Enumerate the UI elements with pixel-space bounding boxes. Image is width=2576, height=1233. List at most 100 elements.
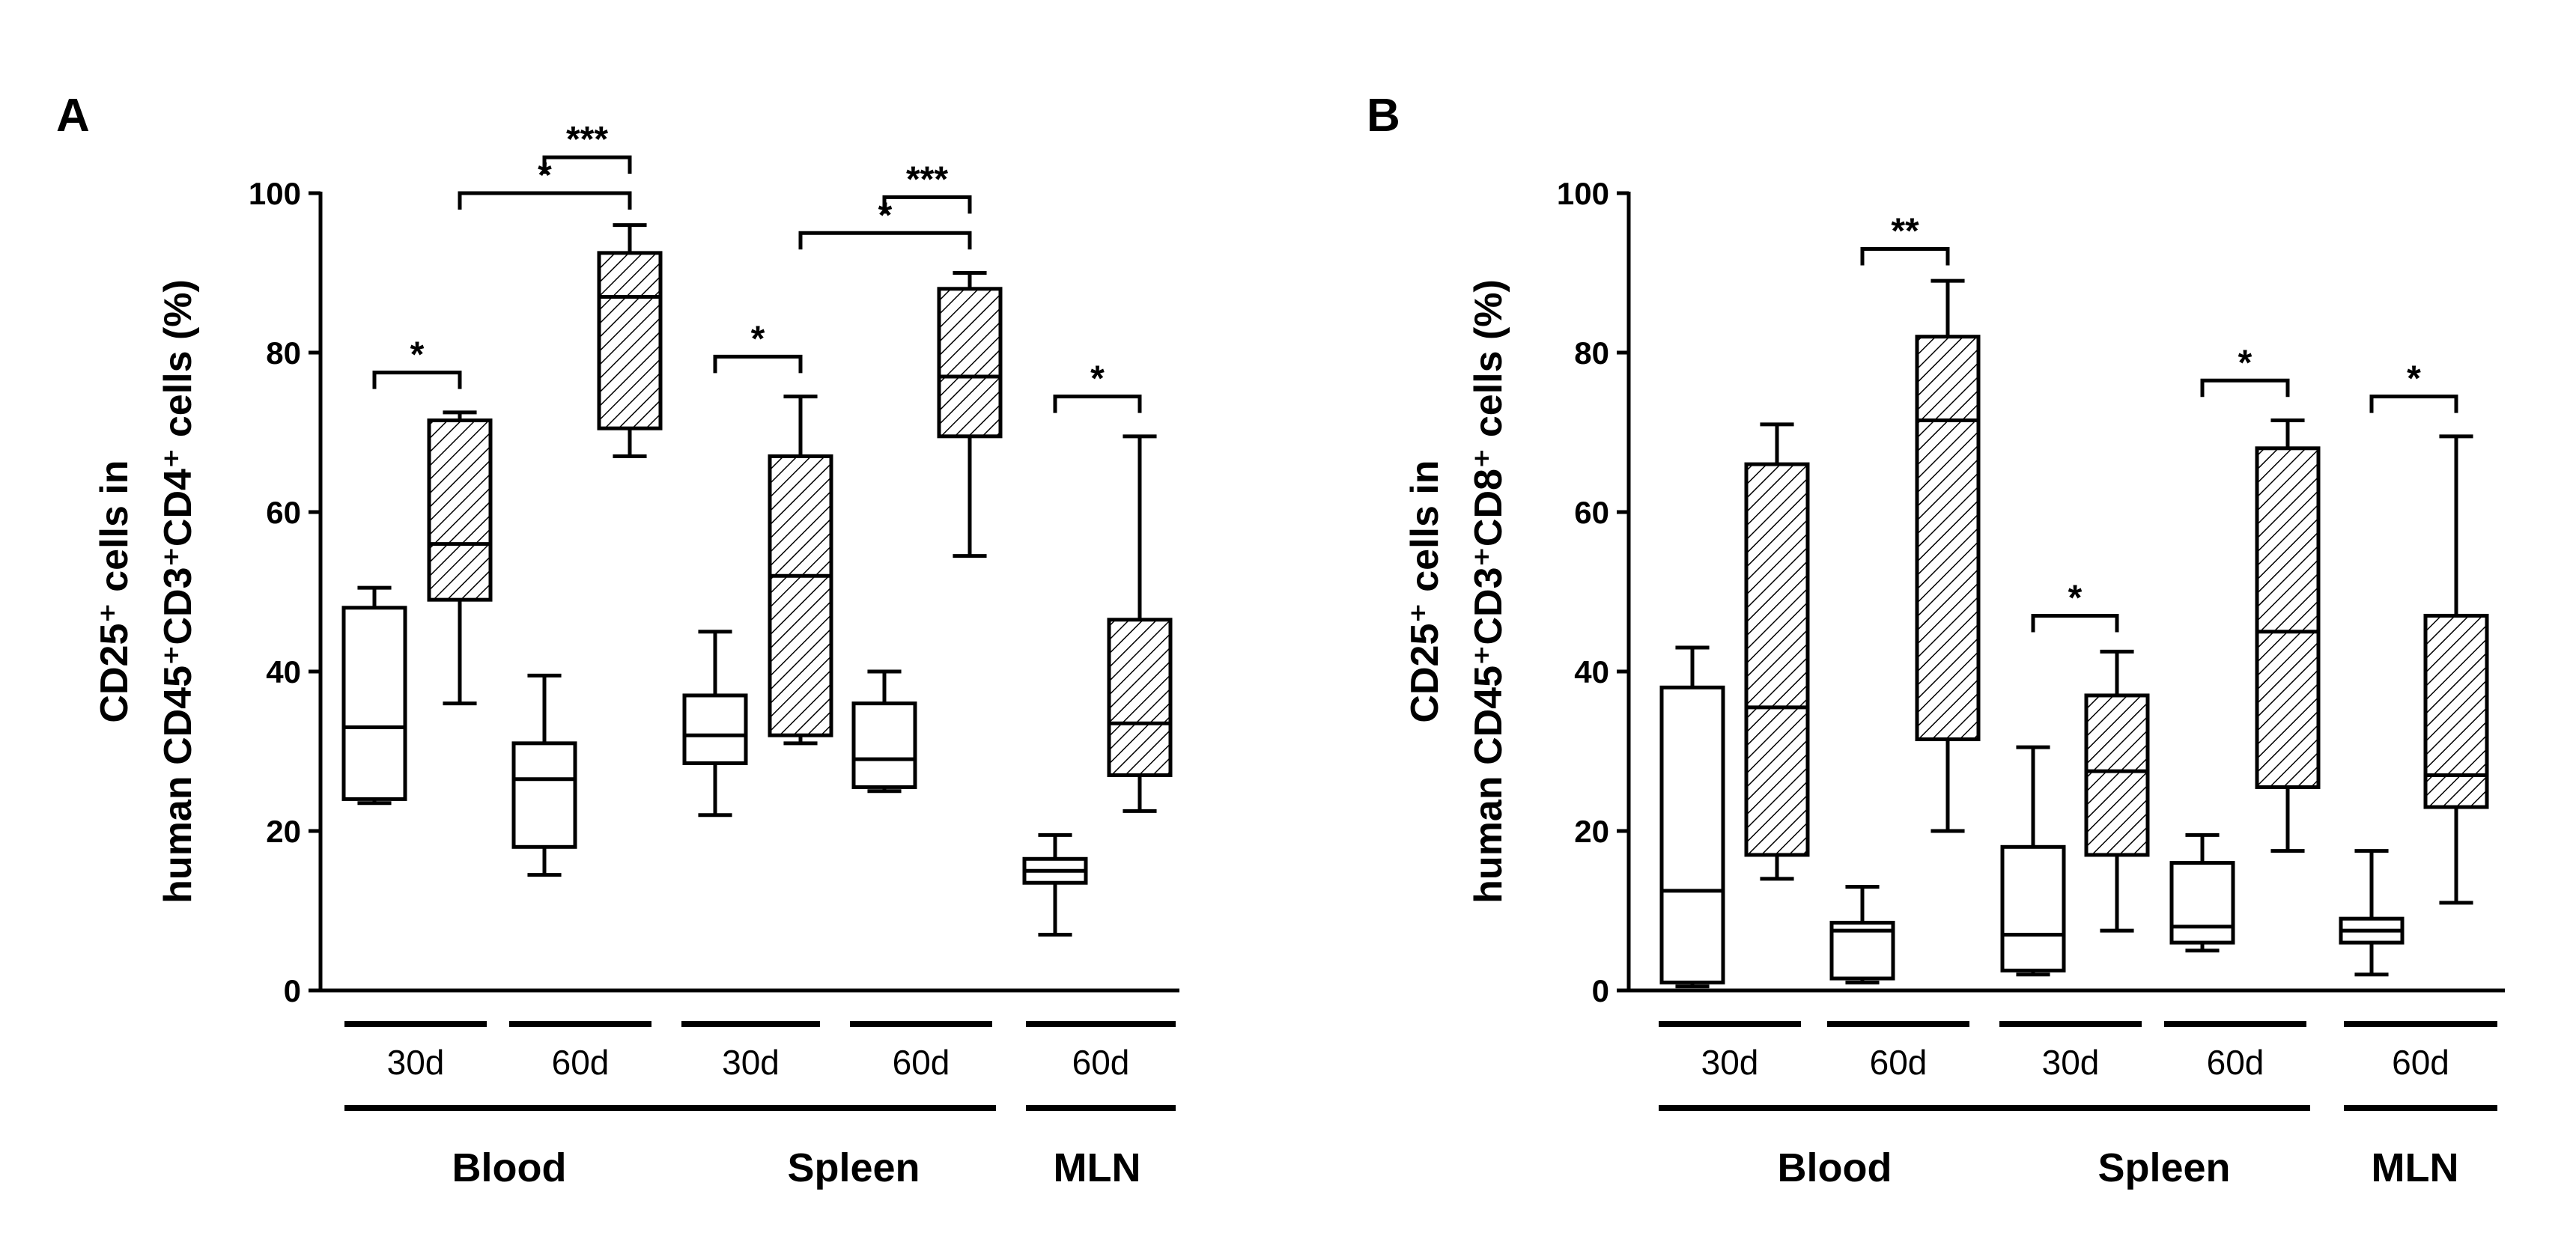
significance-label: * (538, 156, 552, 195)
box-body (682, 693, 748, 765)
box-hatched (1107, 434, 1173, 813)
significance-label: *** (906, 159, 948, 199)
box-open (2169, 832, 2235, 953)
tissue-label: Spleen (2097, 1145, 2230, 1190)
y-tick-label: 20 (1574, 814, 1609, 849)
y-tick-label: 80 (1574, 335, 1609, 371)
box-hatched (427, 410, 493, 706)
box-body (1744, 462, 1810, 857)
box-open (511, 673, 577, 877)
significance-label: * (751, 319, 765, 359)
box-body (2169, 861, 2235, 945)
significance-label: ** (1891, 212, 1919, 252)
box-open (1829, 885, 1895, 984)
significance-label: *** (566, 120, 608, 159)
time-label: 60d (2392, 1043, 2449, 1082)
y-tick-label: 60 (266, 495, 301, 530)
bracket-line (798, 231, 972, 250)
time-label: 30d (1701, 1043, 1759, 1082)
significance-bracket: * (713, 319, 803, 374)
panel-letter: B (1367, 90, 1400, 141)
y-axis-label-line1: CD25⁺ cells in (1403, 460, 1447, 722)
significance-bracket: * (458, 156, 632, 210)
bracket-line (1053, 395, 1142, 413)
box-body (597, 251, 663, 430)
y-tick-label: 0 (1592, 973, 1609, 1008)
y-tick-label: 100 (1557, 176, 1609, 211)
significance-bracket: * (2200, 343, 2290, 398)
box-hatched (2423, 434, 2489, 905)
significance-bracket: ** (1860, 212, 1950, 266)
panel-a: A CD25⁺ cells in human CD45⁺CD3⁺CD4⁺ cells… (56, 90, 1179, 1190)
box-body (851, 701, 917, 789)
y-tick-label: 0 (284, 973, 301, 1008)
y-tick-label: 20 (266, 814, 301, 849)
box-body (427, 418, 493, 602)
significance-bracket: *** (542, 120, 632, 174)
panel-letter: A (56, 90, 90, 141)
box-body (2255, 446, 2321, 789)
y-tick-label: 100 (249, 176, 301, 211)
tissue-label: MLN (2372, 1145, 2459, 1190)
significance-label: * (2068, 578, 2083, 618)
y-axis-label-line2: human CD45⁺CD3⁺CD8⁺ cells (%) (1467, 279, 1510, 904)
box-body (768, 454, 833, 737)
box-open (2000, 745, 2066, 977)
box-body (1659, 685, 1725, 984)
bracket-line (882, 195, 972, 214)
time-label: 30d (387, 1043, 445, 1082)
significance-label: * (2238, 343, 2253, 383)
box-body (2084, 693, 2150, 857)
box-open (1659, 645, 1725, 989)
time-label: 60d (1072, 1043, 1130, 1082)
tissue-label: Spleen (787, 1145, 920, 1190)
significance-bracket: * (1053, 359, 1142, 413)
box-body (1915, 335, 1981, 742)
box-hatched (2084, 649, 2150, 933)
box-open (2339, 849, 2405, 977)
significance-bracket: * (798, 195, 972, 250)
y-tick-label: 40 (1574, 654, 1609, 689)
bracket-line (2200, 378, 2290, 398)
y-tick-label: 40 (266, 654, 301, 689)
y-tick-label: 60 (1574, 495, 1609, 530)
bracket-line (1860, 247, 1950, 266)
box-open (341, 585, 407, 806)
significance-label: * (878, 195, 893, 235)
bracket-line (713, 354, 803, 374)
box-body (2423, 613, 2489, 809)
bracket-line (2031, 613, 2119, 633)
significance-label: * (2407, 359, 2421, 399)
bracket-line (542, 155, 632, 174)
box-open (682, 630, 748, 818)
significance-label: * (410, 335, 425, 375)
box-body (511, 741, 577, 849)
significance-bracket: * (2031, 578, 2119, 633)
box-body (341, 606, 407, 801)
box-hatched (768, 395, 833, 746)
box-body (2000, 844, 2066, 972)
box-open (851, 669, 917, 794)
significance-label: * (1090, 359, 1105, 399)
y-tick-label: 80 (266, 335, 301, 371)
tissue-label: Blood (1778, 1145, 1892, 1190)
bracket-line (2369, 395, 2458, 413)
tissue-label: MLN (1054, 1145, 1141, 1190)
time-label: 60d (1870, 1043, 1928, 1082)
bracket-line (458, 191, 632, 210)
box-hatched (597, 223, 663, 458)
significance-bracket: * (2369, 359, 2458, 413)
box-body (1107, 618, 1173, 777)
box-hatched (1915, 278, 1981, 833)
box-hatched (1744, 422, 1810, 881)
significance-bracket: * (372, 335, 462, 389)
time-label: 30d (2042, 1043, 2100, 1082)
time-label: 60d (2207, 1043, 2264, 1082)
panel-b: B CD25⁺ cells in human CD45⁺CD3⁺CD8⁺ cells… (1367, 90, 2505, 1190)
y-axis-label-line1: CD25⁺ cells in (93, 460, 136, 722)
box-hatched (2255, 418, 2321, 853)
box-open (1022, 832, 1088, 937)
time-label: 60d (552, 1043, 610, 1082)
